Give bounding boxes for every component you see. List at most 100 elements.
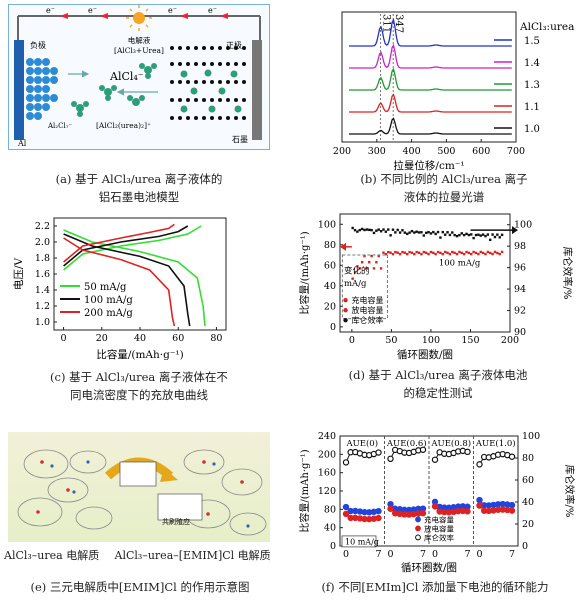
ce-point bbox=[394, 231, 397, 234]
ce-point bbox=[481, 233, 485, 236]
ce-point bbox=[489, 238, 492, 242]
cathode-label: 正极 bbox=[226, 40, 242, 50]
cycling-point bbox=[342, 510, 350, 518]
ce-point bbox=[470, 233, 473, 236]
ce-point bbox=[387, 228, 390, 231]
legend-label: 1.5 bbox=[524, 36, 540, 47]
capacity-point bbox=[436, 250, 440, 254]
electrolyte-formula: [AlCl₃+Urea] bbox=[114, 46, 164, 55]
graphite-label: 石墨 bbox=[232, 135, 248, 144]
y2-tick-label: 0 bbox=[522, 541, 528, 552]
legend-label: 库仑效率 bbox=[352, 315, 384, 325]
capacity-point bbox=[417, 251, 421, 254]
capacity-point bbox=[427, 252, 430, 256]
complex-label: [AlCl₂(urea)₂]⁺ bbox=[96, 121, 151, 130]
ce-point bbox=[465, 232, 468, 236]
ce-point bbox=[439, 236, 442, 239]
anode-label: 负极 bbox=[30, 40, 46, 50]
cycling-point bbox=[476, 502, 483, 509]
x-axis-label: 拉曼位移/cm⁻¹ bbox=[393, 159, 464, 172]
capacity-point bbox=[477, 252, 480, 256]
y-tick-label: 2.2 bbox=[35, 221, 50, 232]
ce-point bbox=[356, 230, 359, 233]
ce-point bbox=[446, 231, 449, 234]
x-tick-label: 60 bbox=[172, 333, 184, 344]
ce-point bbox=[410, 229, 414, 233]
ce-point bbox=[493, 235, 497, 239]
electron-label: e⁻ bbox=[46, 6, 55, 15]
ce-point bbox=[358, 228, 361, 232]
capacity-point bbox=[474, 251, 478, 255]
legend-marker bbox=[343, 307, 348, 313]
cycling-point bbox=[387, 455, 394, 463]
y2-tick-label: 40 bbox=[522, 497, 534, 508]
caption-d-line2: 的稳定性测试 bbox=[403, 386, 473, 400]
legend-marker bbox=[343, 297, 348, 303]
capacity-point bbox=[451, 250, 454, 254]
ce-point bbox=[389, 234, 392, 237]
cycling-point bbox=[419, 446, 427, 453]
ce-point bbox=[455, 234, 459, 238]
caption-a-line1: (a) 基于 AlCl₃/urea 离子液体的 bbox=[55, 172, 223, 186]
raman-series-line bbox=[349, 93, 512, 113]
caption-e: (e) 三元电解质中[EMIM]Cl 的作用示意图 bbox=[4, 578, 276, 596]
capacity-point bbox=[353, 271, 357, 274]
y2-tick-label: 20 bbox=[522, 519, 534, 530]
ce-point bbox=[432, 230, 435, 234]
ce-point bbox=[460, 232, 463, 235]
cycling-point bbox=[375, 507, 382, 515]
capacity-point bbox=[391, 252, 395, 256]
ce-point bbox=[427, 230, 430, 234]
capacity-point bbox=[496, 251, 499, 255]
x-tick-label: 0 bbox=[349, 335, 355, 346]
ce-point bbox=[498, 236, 501, 239]
caption-b-line2: 液体的拉曼光谱 bbox=[403, 190, 485, 204]
x-tick-label: 7 bbox=[375, 549, 381, 560]
panel-b-raman-chart: 200 300 400 500 600 700 拉曼位移/cm⁻¹ 311 347 AlCl₃:u… bbox=[310, 2, 578, 174]
capacity-point bbox=[420, 252, 423, 256]
ce-point bbox=[375, 229, 378, 232]
panel-e-sublabels: AlCl₃–urea 电解质 AlCl₃–urea–[EMIM]Cl 电解质 bbox=[4, 546, 276, 565]
rate-box bbox=[341, 535, 377, 548]
al-label: Al bbox=[17, 139, 27, 148]
cd-series-discharge bbox=[63, 233, 191, 327]
cycling-chart: 0 40 80 120 160 200 240 0 20 40 60 80 100 AUE(0) AUE(0… bbox=[298, 431, 576, 574]
y2-tick-label: 98 bbox=[514, 241, 526, 252]
legend-label: 充电容量 bbox=[424, 514, 454, 524]
panel-f-cycling-chart: 0 40 80 120 160 200 240 0 20 40 60 80 100 AUE(0) AUE(0… bbox=[296, 428, 578, 574]
x-tick-label: 80 bbox=[210, 333, 222, 344]
cycling-point bbox=[387, 505, 394, 512]
legend-label: 1.3 bbox=[524, 80, 540, 91]
capacity-point bbox=[429, 250, 433, 254]
caption-c-line1: (c) 基于 AlCl₃/urea 离子液体在不 bbox=[50, 370, 228, 384]
capacity-point bbox=[491, 252, 494, 256]
y-tick-label: 0 bbox=[330, 541, 336, 552]
cycling-point bbox=[419, 510, 427, 517]
legend-label: 200 mA/g bbox=[84, 308, 133, 319]
ce-point bbox=[396, 228, 399, 232]
x-tick-label: 400 bbox=[403, 146, 421, 157]
capacity-point bbox=[455, 252, 459, 256]
ce-point bbox=[441, 230, 444, 234]
capacity-point bbox=[401, 250, 404, 254]
segment-label: AUE(0) bbox=[345, 438, 378, 449]
ion-clusters bbox=[71, 63, 157, 117]
ce-point bbox=[368, 228, 371, 232]
cd-series-charge bbox=[63, 225, 202, 271]
segment-label: AUE(1.0) bbox=[475, 438, 516, 449]
ce-point bbox=[443, 233, 447, 236]
ce-point bbox=[384, 230, 388, 233]
capacity-point bbox=[410, 251, 414, 254]
ce-point bbox=[486, 233, 490, 236]
x-tick-label: 500 bbox=[437, 146, 455, 157]
ce-point bbox=[377, 228, 380, 231]
x-tick-label: 20 bbox=[96, 333, 108, 344]
cycling-point bbox=[508, 453, 516, 460]
capacity-point bbox=[413, 252, 416, 256]
plot-frame bbox=[341, 11, 517, 143]
raman-series-line bbox=[349, 18, 512, 47]
y2-axis-label: 库仑效率/% bbox=[563, 465, 576, 518]
caption-a-line2: 铝石墨电池模型 bbox=[98, 190, 180, 204]
caption-d: (d) 基于 AlCl₃/urea 离子液体电池 的稳定性测试 bbox=[300, 366, 576, 402]
cycling-point bbox=[508, 501, 516, 509]
